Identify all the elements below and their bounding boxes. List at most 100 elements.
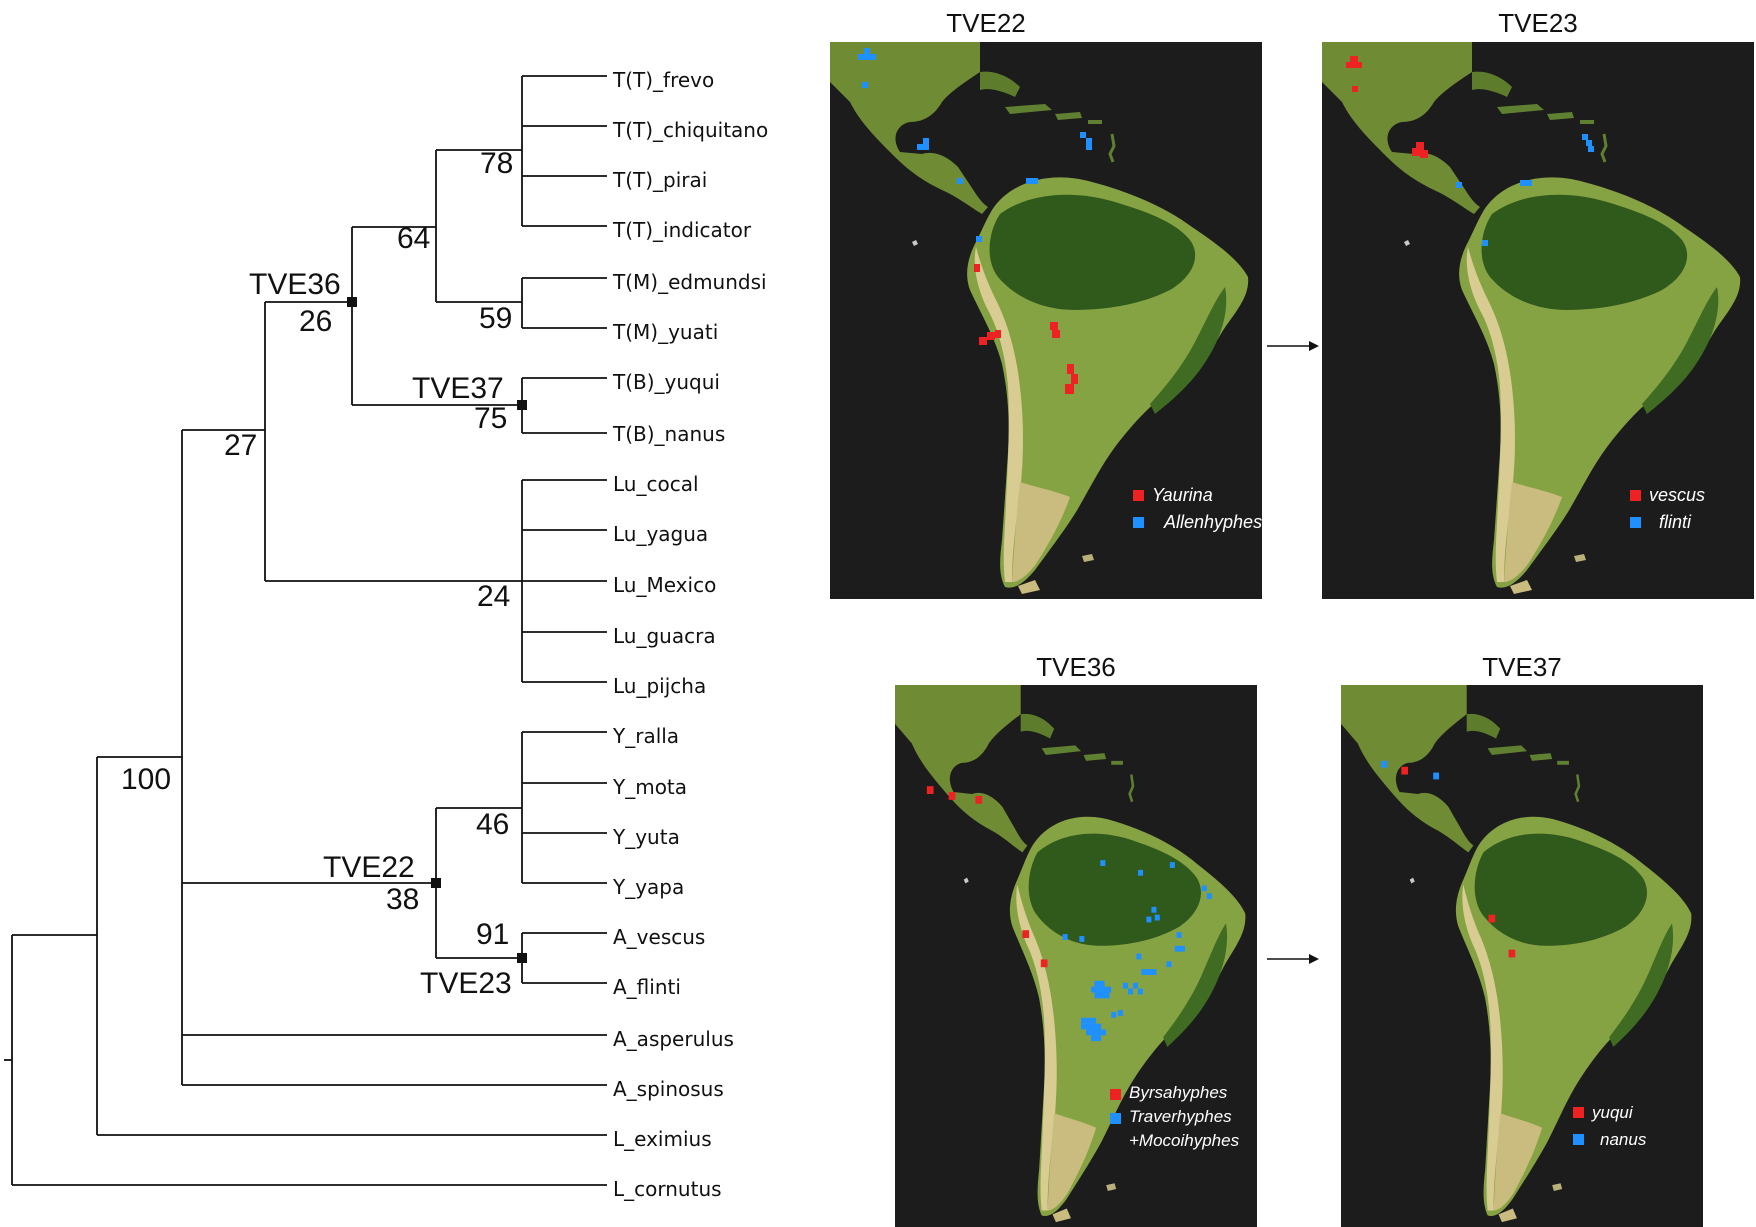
legend-swatch-red xyxy=(1133,490,1144,501)
legend-label: yuqui xyxy=(1592,1103,1633,1122)
support-value: 27 xyxy=(224,429,257,462)
branch xyxy=(521,479,607,683)
blue-occurrences xyxy=(1062,860,1212,1042)
legend-label: Allenhyphes xyxy=(1164,512,1263,532)
red-occurrences xyxy=(974,264,1078,394)
tip-label: T(T)_frevo xyxy=(612,68,714,92)
branch xyxy=(521,932,607,984)
legend-label: nanus xyxy=(1600,1130,1647,1149)
tree-branches xyxy=(4,75,607,1186)
tip-label: Lu_pijcha xyxy=(613,674,706,698)
arrow-right-icon xyxy=(1267,341,1319,351)
red-occurrences xyxy=(1401,766,1516,958)
branch xyxy=(181,429,607,1086)
map-legend: yuqui nanus xyxy=(1573,1099,1646,1153)
branch xyxy=(521,731,607,884)
tip-label: Lu_yagua xyxy=(613,522,708,546)
support-value: 64 xyxy=(397,222,430,255)
node-label-tve22: TVE22 xyxy=(323,851,415,884)
support-value: 100 xyxy=(121,763,171,796)
map-title: TVE23 xyxy=(1498,8,1578,38)
tip-label: Lu_cocal xyxy=(613,472,699,496)
tip-label: A_vescus xyxy=(613,925,705,949)
legend-swatch-blue xyxy=(1110,1113,1121,1124)
tip-label: Y_ralla xyxy=(612,724,679,748)
map-legend: Yaurina Allenhyphes xyxy=(1133,482,1262,536)
branch xyxy=(96,756,607,1136)
red-occurrences xyxy=(926,786,1048,968)
legend-label: +Mocoihyphes xyxy=(1129,1131,1240,1150)
tip-label: T(M)_yuati xyxy=(612,320,718,344)
tip-label: T(B)_yuqui xyxy=(612,370,720,394)
support-value: 24 xyxy=(477,580,510,613)
tip-label: T(T)_chiquitano xyxy=(612,118,768,142)
tip-label: Lu_guacra xyxy=(613,624,716,648)
distribution-map xyxy=(895,685,1257,1227)
tip-label: T(T)_indicator xyxy=(612,218,752,242)
tip-label: A_flinti xyxy=(613,975,681,999)
legend-swatch-blue xyxy=(1573,1134,1584,1145)
tip-label: A_spinosus xyxy=(613,1077,724,1101)
blue-occurrences xyxy=(1381,760,1440,780)
legend-swatch-blue xyxy=(1133,517,1144,528)
tip-labels: T(T)_frevo T(T)_chiquitano T(T)_pirai T(… xyxy=(612,68,768,1201)
tip-label: L_eximius xyxy=(613,1127,712,1151)
tip-label: A_asperulus xyxy=(613,1027,734,1051)
blue-occurrences xyxy=(858,48,1092,242)
legend-swatch-red xyxy=(1630,490,1641,501)
blue-occurrences xyxy=(1456,134,1594,246)
legend-label: vescus xyxy=(1649,485,1706,505)
branch xyxy=(521,277,607,329)
node-label-tve37: TVE37 xyxy=(412,372,504,405)
support-value: 78 xyxy=(480,147,513,180)
support-values: 78 64 26 59 75 27 24 100 46 38 91 xyxy=(121,147,513,951)
tip-label: Y_yuta xyxy=(612,825,680,849)
legend-label: flinti xyxy=(1659,512,1692,532)
distribution-map xyxy=(1322,42,1754,599)
tip-label: Lu_Mexico xyxy=(613,573,716,597)
support-value: 75 xyxy=(474,402,507,435)
branch xyxy=(11,934,607,1186)
node-markers xyxy=(347,297,527,963)
tip-label: L_cornutus xyxy=(613,1177,722,1201)
branch xyxy=(351,226,522,406)
node-marker-tve37 xyxy=(517,400,527,410)
branch xyxy=(264,301,522,582)
support-value: 59 xyxy=(479,302,512,335)
branch xyxy=(521,377,607,434)
red-occurrences xyxy=(1346,56,1428,158)
node-marker-tve22 xyxy=(431,878,441,888)
tip-label: T(M)_edmundsi xyxy=(612,270,767,294)
legend-label: Traverhyphes xyxy=(1129,1107,1232,1126)
tip-label: T(B)_nanus xyxy=(612,422,725,446)
legend-swatch-blue xyxy=(1630,517,1641,528)
node-marker-tve36 xyxy=(347,297,357,307)
arrow-right-icon xyxy=(1267,954,1319,964)
map-panel-tve36: TVE36 Byrsahyphes Traverhyphes xyxy=(895,645,1257,1227)
distribution-map xyxy=(830,42,1262,599)
map-legend: Byrsahyphes Traverhyphes +Mocoihyphes xyxy=(1110,1081,1239,1153)
tip-label: Y_mota xyxy=(612,775,687,799)
map-legend: vescus flinti xyxy=(1630,482,1705,536)
branch xyxy=(435,149,522,303)
node-marker-tve23 xyxy=(517,953,527,963)
map-panel-tve23: TVE23 vescus flinti xyxy=(1322,0,1754,600)
map-panel-tve37: TVE37 yuqui nanus xyxy=(1341,645,1703,1227)
node-labels: TVE36 TVE37 TVE22 TVE23 xyxy=(249,268,512,1000)
tip-label: Y_yapa xyxy=(612,875,684,899)
map-panel-tve22: TVE22 Yaurina Allenhyphes xyxy=(830,0,1262,600)
distribution-map xyxy=(1341,685,1703,1227)
legend-label: Byrsahyphes xyxy=(1129,1083,1228,1102)
phylogenetic-tree: T(T)_frevo T(T)_chiquitano T(T)_pirai T(… xyxy=(4,68,768,1201)
legend-swatch-red xyxy=(1110,1089,1121,1100)
map-title: TVE36 xyxy=(1036,652,1116,682)
node-label-tve23: TVE23 xyxy=(420,967,512,1000)
tip-label: T(T)_pirai xyxy=(612,168,707,192)
branch xyxy=(521,75,607,227)
legend-swatch-red xyxy=(1573,1107,1584,1118)
map-title: TVE37 xyxy=(1482,652,1562,682)
support-value: 26 xyxy=(299,305,332,338)
legend-label: Yaurina xyxy=(1152,485,1213,505)
map-title: TVE22 xyxy=(946,8,1026,38)
node-label-tve36: TVE36 xyxy=(249,268,341,301)
